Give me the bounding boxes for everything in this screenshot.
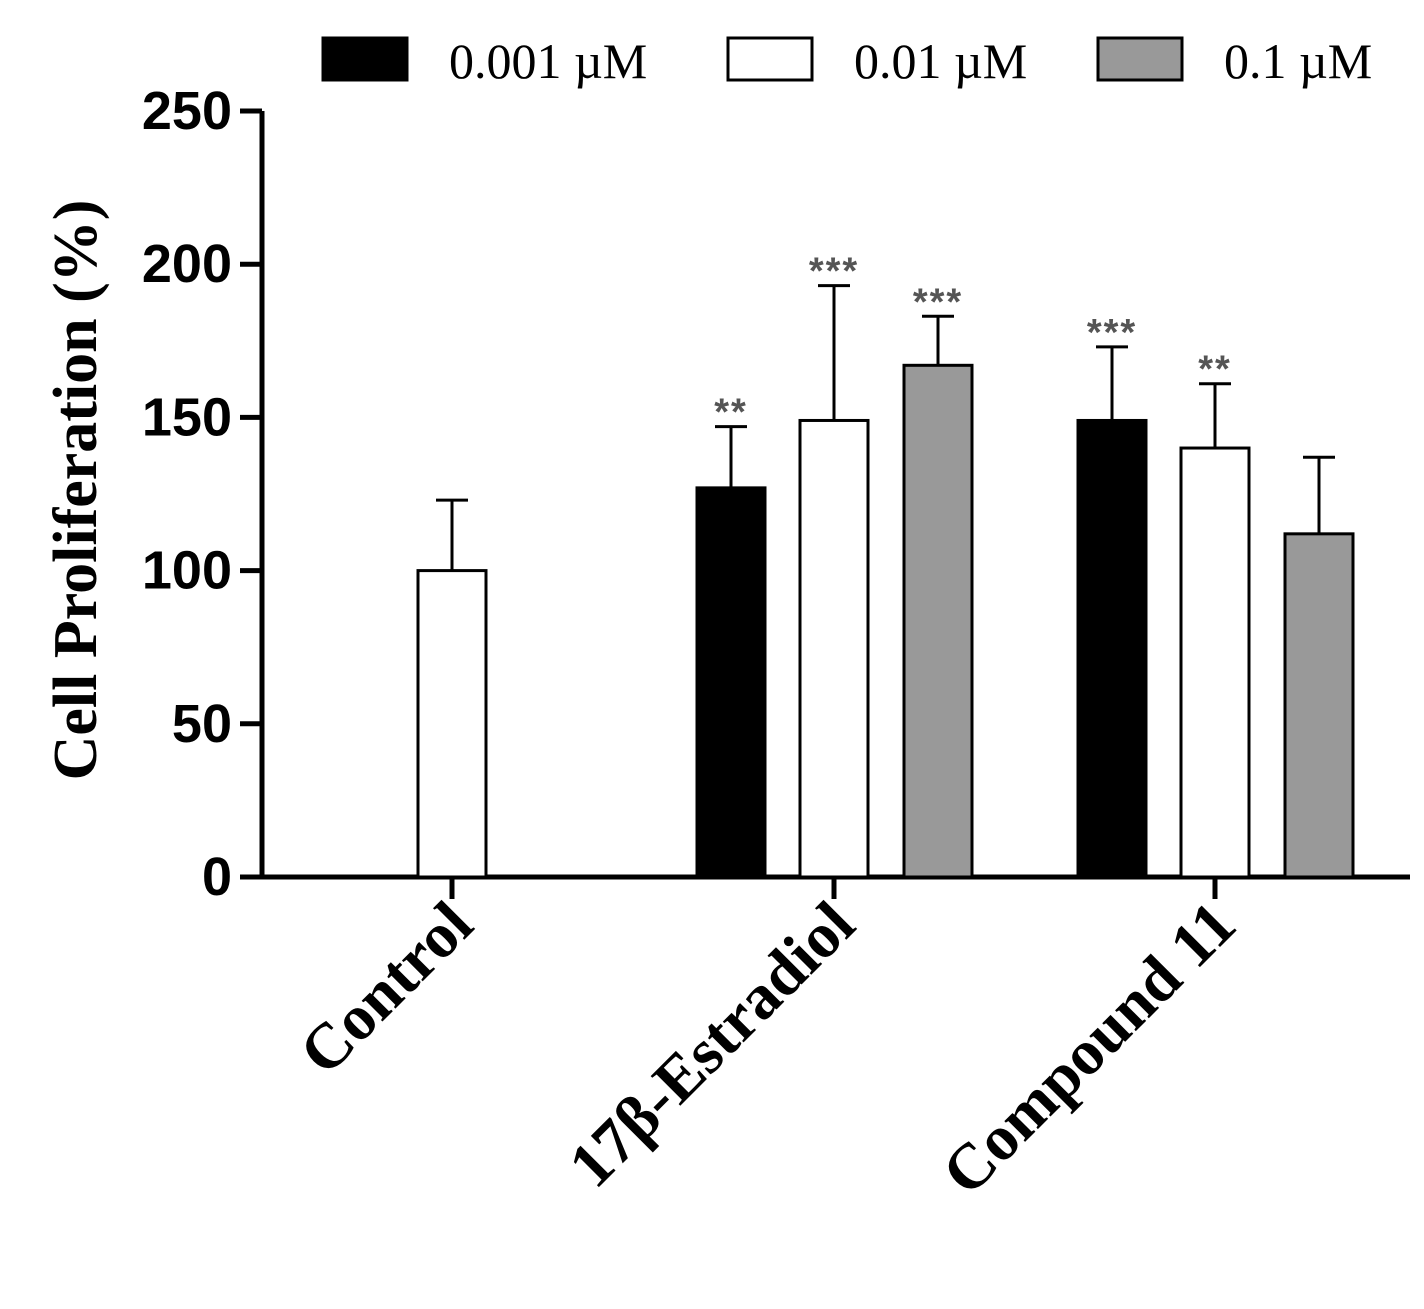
legend-label: 0.1 µM (1224, 33, 1372, 89)
x-tick-label: Compound 11 (928, 888, 1249, 1209)
legend: 0.001 µM 0.01 µM 0.1 µM (321, 33, 1372, 89)
bars (416, 363, 1355, 879)
bar (902, 363, 974, 879)
significance-label: ** (1198, 349, 1232, 391)
error-bars (436, 284, 1335, 571)
bar (798, 418, 870, 879)
legend-swatch (321, 36, 409, 82)
bar (416, 569, 488, 879)
x-axis: Control 17β-Estradiol Compound 11 (260, 874, 1410, 1209)
bar (695, 486, 767, 879)
legend-label: 0.01 µM (854, 33, 1027, 89)
significance-label: *** (913, 281, 963, 323)
y-tick-label: 250 (142, 81, 232, 141)
y-tick-label: 100 (142, 541, 232, 601)
y-tick-label: 50 (172, 694, 232, 754)
significance-label: *** (809, 251, 859, 293)
y-axis-label: Cell Proliferation (%) (42, 200, 110, 781)
legend-label: 0.001 µM (449, 33, 647, 89)
x-tick-label: Control (286, 888, 486, 1088)
y-tick-label: 0 (202, 847, 232, 907)
y-tick-label: 200 (142, 234, 232, 294)
bar (1283, 532, 1355, 879)
y-tick-label: 150 (142, 387, 232, 447)
significance-label: *** (1087, 312, 1137, 354)
bar (1076, 418, 1148, 879)
significance-label: ** (714, 392, 748, 434)
legend-swatch (1096, 36, 1184, 82)
x-tick-label: 17β-Estradiol (555, 888, 868, 1201)
significance-markers: ************* (714, 251, 1232, 434)
y-axis: 0 50 100 150 200 250 (142, 81, 265, 907)
legend-swatch (726, 36, 814, 82)
bar (1179, 446, 1251, 879)
